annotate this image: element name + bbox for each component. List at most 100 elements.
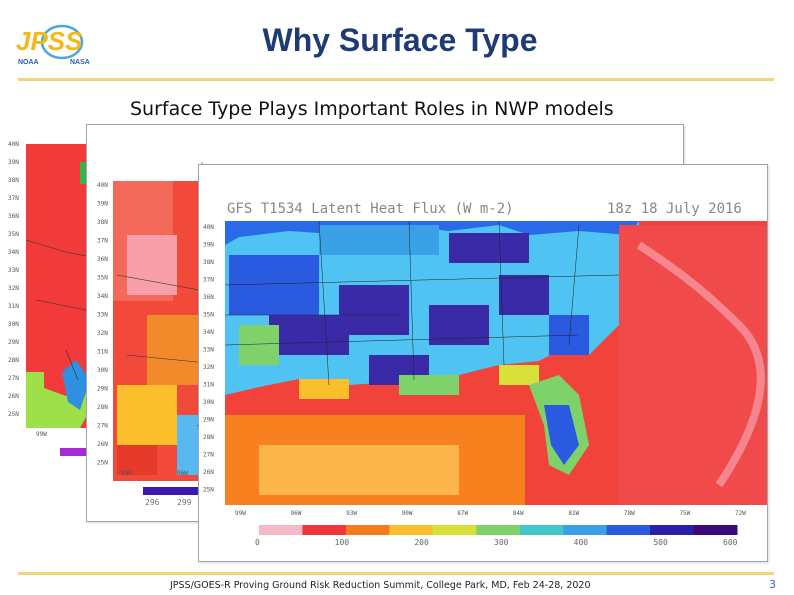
colorbar-tick-label: 0 — [255, 538, 260, 547]
lon-label: 87W — [457, 510, 468, 517]
colorbar-segment — [476, 525, 521, 535]
middle_map-lat-label: 35N — [97, 275, 108, 282]
front_map-lat-label: 29N — [203, 417, 214, 424]
colorbar-tick-label: 600 — [723, 538, 738, 547]
lon-label: 78W — [624, 510, 635, 517]
header-divider — [18, 78, 774, 81]
middle_map-lat-label: 32N — [97, 330, 108, 337]
middle_map-lat-label: 38N — [97, 219, 108, 226]
middle_map-lat-label: 26N — [97, 441, 108, 448]
back_map-lat-label: 39N — [8, 159, 19, 166]
lon-label: 90W — [402, 510, 413, 517]
colorbar-tick-label: 500 — [653, 538, 668, 547]
front_map-lat-label: 37N — [203, 277, 214, 284]
latent-heat-flux-map: GFS T1534 Latent Heat Flux (W m-2) 18z 1… — [199, 165, 767, 561]
map-title: GFS T1534 Latent Heat Flux (W m-2) — [227, 201, 514, 217]
back_map-lat-label: 29N — [8, 339, 19, 346]
colorbar-tick-label: 200 — [414, 538, 429, 547]
svg-text:NASA: NASA — [70, 59, 90, 66]
map-time: 18z 18 July 2016 — [607, 201, 742, 217]
front_map-lat-label: 36N — [203, 294, 214, 301]
middle-bottom-label-2: 299 — [177, 498, 192, 507]
middle_map-lat-label: 33N — [97, 312, 108, 319]
front_map-lat-label: 35N — [203, 312, 214, 319]
colorbar-tick-label: 100 — [335, 538, 350, 547]
front_map-lat-label: 31N — [203, 382, 214, 389]
front_map-lat-label: 27N — [203, 452, 214, 459]
jpss-logo: JPSS NOAA NASA — [14, 22, 100, 68]
front_map-lat-label: 39N — [203, 242, 214, 249]
back-lon-label: 99W — [36, 431, 47, 438]
middle_map-lat-label: 37N — [97, 238, 108, 245]
middle-lon-label-2: 96W — [177, 470, 188, 477]
middle_map-lat-label: 27N — [97, 423, 108, 430]
map-plot-area — [224, 220, 767, 505]
front_map-lat-label: 34N — [203, 329, 214, 336]
front_map-lat-label: 25N — [203, 487, 214, 494]
middle-bottom-label-1: 296 — [145, 498, 160, 507]
front_map-lat-label: 33N — [203, 347, 214, 354]
lon-label: 96W — [291, 510, 302, 517]
back_map-lat-label: 30N — [8, 321, 19, 328]
colorbar-segment — [432, 525, 477, 535]
back_map-lat-label: 27N — [8, 375, 19, 382]
colorbar-segment — [606, 525, 651, 535]
colorbar-tick-label: 400 — [574, 538, 589, 547]
slide-subtitle: Surface Type Plays Important Roles in NW… — [130, 98, 614, 120]
lon-label: 72W — [735, 510, 746, 517]
middle_map-lat-label: 39N — [97, 201, 108, 208]
back_map-lat-label: 32N — [8, 285, 19, 292]
back_map-lat-label: 34N — [8, 249, 19, 256]
colorbar-segment — [345, 525, 390, 535]
colorbar-ticks: 0 100 200 300 400 500 600 — [255, 538, 738, 547]
slide-title: Why Surface Type — [262, 22, 538, 58]
back_map-lat-label: 28N — [8, 357, 19, 364]
lon-label: 75W — [679, 510, 690, 517]
back_map-lat-label: 25N — [8, 411, 19, 418]
lon-label: 84W — [513, 510, 524, 517]
front_map-lat-label: 40N — [203, 224, 214, 231]
front_map-lat-label: 28N — [203, 434, 214, 441]
back_map-lat-label: 38N — [8, 177, 19, 184]
middle_map-lat-label: 36N — [97, 256, 108, 263]
middle_map-lat-label: 28N — [97, 404, 108, 411]
lat-axis: 40N 39N 38N 37N 36N 35N 34N 33N 32N 31N 30N 29N 28N 2… — [203, 224, 214, 494]
front_map-lat-label: 30N — [203, 399, 214, 406]
svg-text:JPSS: JPSS — [16, 26, 83, 56]
colorbar-tick-label: 300 — [494, 538, 509, 547]
colorbar — [259, 525, 738, 535]
back_map-lat-label: 33N — [8, 267, 19, 274]
middle_map-lat-label: 29N — [97, 386, 108, 393]
back_map-lat-label: 37N — [8, 195, 19, 202]
back_map-lat-label: 35N — [8, 231, 19, 238]
svg-text:NOAA: NOAA — [18, 59, 39, 66]
colorbar-segment — [259, 525, 303, 535]
colorbar-segment — [519, 525, 564, 535]
latent-heat-flux-map-frame: GFS T1534 Latent Heat Flux (W m-2) 18z 1… — [198, 164, 768, 562]
colorbar-segment — [302, 525, 347, 535]
lon-label: 81W — [568, 510, 579, 517]
middle_map-lat-label: 30N — [97, 367, 108, 374]
middle_map-lat-label: 40N — [97, 182, 108, 189]
page-number: 3 — [769, 578, 776, 591]
lon-axis: 99W 96W 93W 90W 87W 84W 81W 78W 75W 72W — [235, 510, 746, 517]
back_map-lat-label: 36N — [8, 213, 19, 220]
colorbar-segment — [650, 525, 695, 535]
lon-label: 99W — [235, 510, 246, 517]
lon-label: 93W — [346, 510, 357, 517]
colorbar-segment — [693, 525, 738, 535]
middle_map-lat-label: 25N — [97, 460, 108, 467]
front_map-lat-label: 38N — [203, 259, 214, 266]
front_map-lat-label: 32N — [203, 364, 214, 371]
back_map-lat-label: 26N — [8, 393, 19, 400]
colorbar-segment — [389, 525, 434, 535]
colorbar-segment — [563, 525, 608, 535]
footer-text: JPSS/GOES-R Proving Ground Risk Reductio… — [170, 580, 591, 591]
back_map-lat-label: 31N — [8, 303, 19, 310]
middle-lon-label-1: 99W — [121, 470, 132, 477]
footer-divider — [18, 572, 774, 575]
back_map-lat-label: 40N — [8, 141, 19, 148]
front_map-lat-label: 26N — [203, 469, 214, 476]
middle_map-lat-label: 34N — [97, 293, 108, 300]
middle_map-lat-label: 31N — [97, 349, 108, 356]
